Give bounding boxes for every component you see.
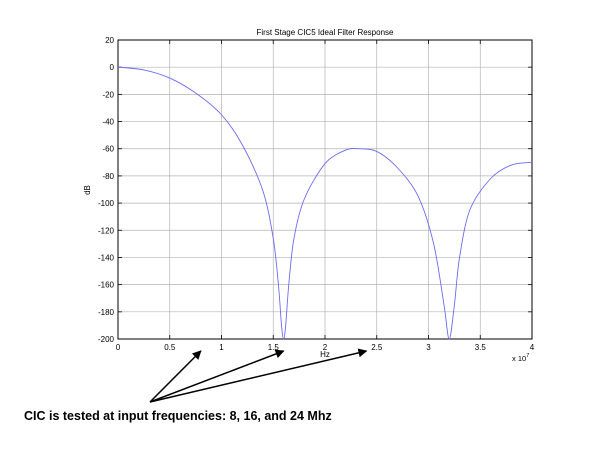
x-axis-multiplier: x 107: [512, 353, 529, 363]
x-axis-multiplier-base: x 10: [512, 354, 526, 363]
annotation-caption: CIC is tested at input frequencies: 8, 1…: [24, 409, 332, 423]
y-tick-label: -120: [98, 226, 115, 235]
x-tick-label: 0.5: [164, 343, 176, 352]
annotation-arrow: [149, 350, 202, 403]
x-tick-label: 1.5: [268, 343, 280, 352]
x-axis-label: Hz: [320, 350, 330, 359]
x-tick-label: 4: [530, 343, 535, 352]
y-tick-label: -80: [102, 172, 114, 181]
y-tick-label: -100: [98, 199, 115, 208]
y-tick-label: -140: [98, 253, 115, 262]
y-tick-label: 0: [110, 63, 115, 72]
axis-ticks: 0 0.5 1 1.5 2 2.5 3 3.5 4 20 0 -20 -40 -60 -80 -100 -120…: [98, 36, 535, 352]
x-tick-label: 0: [116, 343, 121, 352]
annotation-arrow: [149, 348, 368, 403]
annotation-arrows: [149, 348, 368, 403]
y-tick-label: 20: [105, 36, 114, 45]
series-layer: [117, 66, 533, 340]
y-tick-label: -180: [98, 308, 115, 317]
x-axis-multiplier-exponent: 7: [526, 353, 529, 359]
y-tick-label: -40: [102, 118, 114, 127]
x-tick-label: 1: [219, 343, 224, 352]
x-tick-label: 2: [323, 343, 328, 352]
y-axis-label: dB: [83, 185, 92, 195]
y-tick-label: -200: [98, 335, 115, 344]
annotation-arrow: [149, 349, 285, 403]
y-tick-label: -20: [102, 90, 114, 99]
x-tick-label: 3: [426, 343, 431, 352]
y-tick-label: -160: [98, 281, 115, 290]
x-tick-label: 3.5: [475, 343, 487, 352]
response-line: [117, 66, 533, 340]
grid-lines: [117, 39, 533, 340]
chart-title: First Stage CIC5 Ideal Filter Response: [257, 28, 394, 37]
x-tick-label: 2.5: [371, 343, 383, 352]
y-tick-label: -60: [102, 145, 114, 154]
